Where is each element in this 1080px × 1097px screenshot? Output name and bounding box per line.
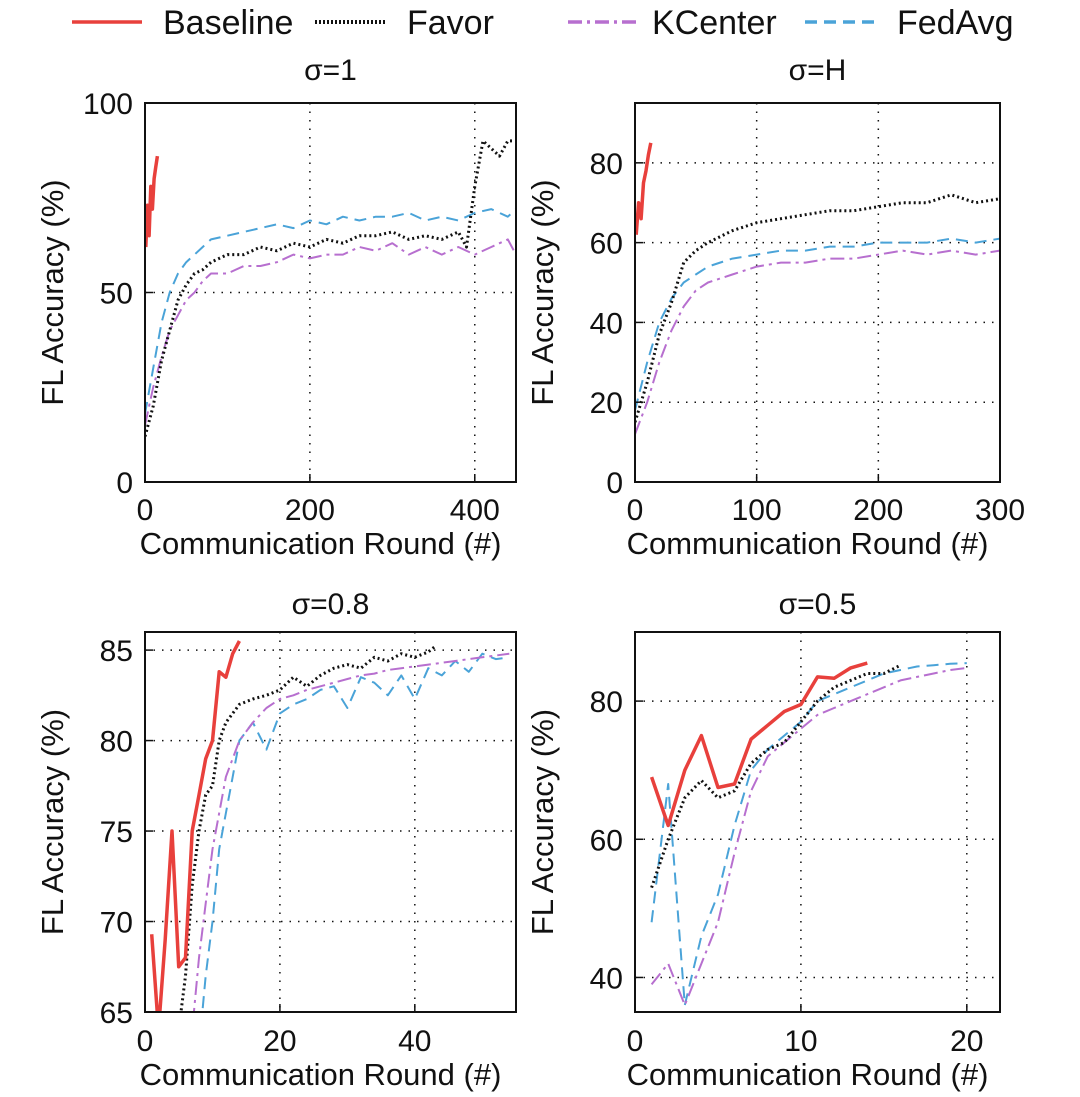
y-axis-label: FL Accuracy (%) bbox=[35, 709, 70, 935]
x-tick-label: 0 bbox=[627, 1025, 644, 1058]
plot-frame bbox=[144, 631, 517, 1013]
plot-frame bbox=[634, 102, 1001, 483]
y-tick-label: 80 bbox=[100, 726, 133, 759]
y-axis-label: FL Accuracy (%) bbox=[525, 179, 560, 405]
x-tick-label: 200 bbox=[853, 494, 903, 527]
series-line-kcenter bbox=[145, 238, 516, 426]
y-tick-label: 85 bbox=[100, 635, 133, 668]
y-tick-label: 70 bbox=[100, 907, 133, 940]
chart-panel-3: 0 20 40 65 70 75 80 85 σ=0.8 Communication Round … bbox=[35, 588, 517, 1092]
y-tick-label: 40 bbox=[590, 307, 623, 340]
x-tick-label: 40 bbox=[398, 1025, 431, 1058]
x-tick-label: 100 bbox=[732, 494, 782, 527]
series-line-fedavg bbox=[650, 662, 967, 1007]
series-line-favor bbox=[179, 645, 437, 1012]
series-line-baseline bbox=[145, 155, 160, 248]
series-line-baseline bbox=[635, 142, 653, 235]
series-line-baseline bbox=[149, 640, 241, 1012]
series-line-favor bbox=[145, 139, 516, 437]
x-tick-label: 300 bbox=[975, 494, 1025, 527]
x-tick-label: 0 bbox=[627, 494, 644, 527]
legend: Baseline Favor KCenter FedAvg bbox=[72, 4, 1014, 42]
x-tick-label: 0 bbox=[137, 494, 154, 527]
chart-panel-1: 0 200 400 0 50 100 σ=1 Communication Round (#) F… bbox=[35, 54, 517, 561]
x-tick-label: 0 bbox=[137, 1025, 154, 1058]
x-axis-label: Communication Round (#) bbox=[627, 1057, 989, 1092]
series-line-kcenter bbox=[650, 666, 967, 1007]
y-tick-label: 80 bbox=[590, 686, 623, 719]
x-tick-label: 20 bbox=[263, 1025, 296, 1058]
chart-panel-4: 0 10 20 40 60 80 σ=0.5 Communication Round (#) F… bbox=[525, 588, 1001, 1092]
y-axis-label: FL Accuracy (%) bbox=[525, 709, 560, 935]
panel-title: σ=H bbox=[789, 54, 847, 87]
series-line-baseline bbox=[649, 661, 868, 828]
x-tick-label: 200 bbox=[285, 494, 335, 527]
y-tick-label: 60 bbox=[590, 824, 623, 857]
y-tick-label: 20 bbox=[590, 387, 623, 420]
x-tick-label: 400 bbox=[450, 494, 500, 527]
y-tick-label: 40 bbox=[590, 962, 623, 995]
y-tick-label: 50 bbox=[100, 278, 133, 311]
legend-label-kcenter: KCenter bbox=[652, 4, 777, 42]
series-line-fedavg bbox=[201, 652, 510, 1012]
x-tick-label: 20 bbox=[950, 1025, 983, 1058]
chart-panel-2: 0 100 200 300 0 20 40 60 80 σ=H Communication Roun… bbox=[525, 54, 1025, 561]
panel-title: σ=0.8 bbox=[292, 588, 370, 621]
legend-label-favor: Favor bbox=[407, 4, 494, 42]
series-line-kcenter bbox=[635, 249, 1000, 435]
x-axis-label: Communication Round (#) bbox=[140, 1057, 502, 1092]
y-tick-label: 80 bbox=[590, 148, 623, 181]
series-line-fedavg bbox=[145, 208, 516, 414]
y-tick-label: 60 bbox=[590, 228, 623, 261]
plot-frame bbox=[634, 631, 1001, 1013]
y-tick-label: 0 bbox=[116, 467, 133, 500]
y-tick-label: 0 bbox=[606, 467, 623, 500]
panel-title: σ=1 bbox=[304, 54, 357, 87]
legend-label-baseline: Baseline bbox=[163, 4, 293, 42]
series-line-favor bbox=[650, 663, 902, 889]
y-tick-label: 75 bbox=[100, 816, 133, 849]
y-tick-label: 65 bbox=[100, 997, 133, 1030]
series-line-fedavg bbox=[635, 237, 1000, 411]
y-tick-label: 100 bbox=[83, 88, 133, 121]
x-axis-label: Communication Round (#) bbox=[627, 526, 989, 561]
y-axis-label: FL Accuracy (%) bbox=[35, 179, 70, 405]
x-tick-label: 10 bbox=[784, 1025, 817, 1058]
series-line-kcenter bbox=[192, 652, 510, 1012]
legend-label-fedavg: FedAvg bbox=[897, 4, 1014, 42]
panel-title: σ=0.5 bbox=[779, 588, 857, 621]
series-line-favor bbox=[635, 193, 1000, 423]
x-axis-label: Communication Round (#) bbox=[140, 526, 502, 561]
